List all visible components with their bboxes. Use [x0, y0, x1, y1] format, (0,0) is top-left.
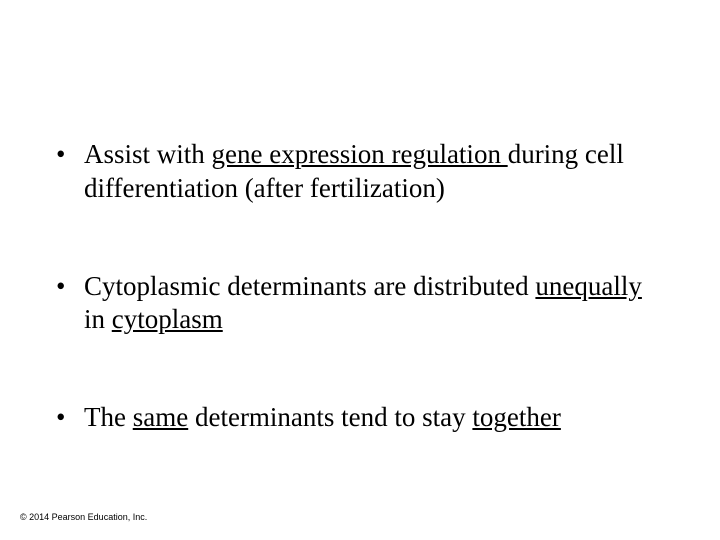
bullet-marker-icon: • [56, 270, 84, 304]
text-run: Cytoplasmic determinants are distributed [84, 271, 535, 301]
slide-content: • Assist with gene expression regulation… [0, 0, 720, 435]
text-run-underline: same [133, 402, 188, 432]
bullet-item: • Assist with gene expression regulation… [56, 138, 664, 206]
bullet-text: Assist with gene expression regulation d… [84, 138, 664, 206]
bullet-text: The same determinants tend to stay toget… [84, 401, 664, 435]
text-run-underline: gene expression regulation [212, 139, 508, 169]
bullet-marker-icon: • [56, 138, 84, 172]
text-run: The [84, 402, 133, 432]
bullet-item: • The same determinants tend to stay tog… [56, 401, 664, 435]
text-run: Assist with [84, 139, 212, 169]
bullet-marker-icon: • [56, 401, 84, 435]
text-run-underline: cytoplasm [112, 304, 223, 334]
text-run-underline: together [472, 402, 560, 432]
text-run: determinants tend to stay [188, 402, 472, 432]
copyright-text: © 2014 Pearson Education, Inc. [20, 512, 147, 522]
text-run: in [84, 304, 112, 334]
bullet-item: • Cytoplasmic determinants are distribut… [56, 270, 664, 338]
text-run-underline: unequally [535, 271, 641, 301]
bullet-text: Cytoplasmic determinants are distributed… [84, 270, 664, 338]
